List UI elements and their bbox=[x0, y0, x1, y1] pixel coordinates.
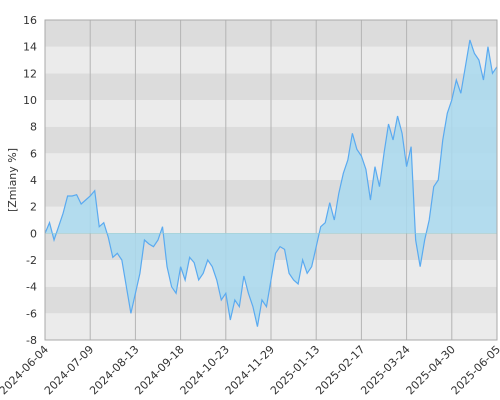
y-tick-label: 2 bbox=[30, 201, 37, 214]
y-tick-label: -6 bbox=[26, 307, 37, 320]
y-tick-label: 10 bbox=[23, 94, 37, 107]
y-tick-label: 16 bbox=[23, 14, 37, 27]
y-tick-label: -8 bbox=[26, 334, 37, 347]
y-tick-label: 4 bbox=[30, 174, 37, 187]
y-tick-label: 14 bbox=[23, 41, 37, 54]
area bbox=[45, 40, 497, 327]
plot-border bbox=[44, 19, 498, 341]
y-tick-label: -4 bbox=[26, 281, 37, 294]
y-tick-label: 8 bbox=[30, 121, 37, 134]
y-axis-label: [Zmiany %] bbox=[6, 148, 19, 212]
y-tick-label: 6 bbox=[30, 147, 37, 160]
y-tick-label: 12 bbox=[23, 67, 37, 80]
line bbox=[44, 39, 498, 327]
y-tick-label: 0 bbox=[30, 227, 37, 240]
y-tick-label: -2 bbox=[26, 254, 37, 267]
